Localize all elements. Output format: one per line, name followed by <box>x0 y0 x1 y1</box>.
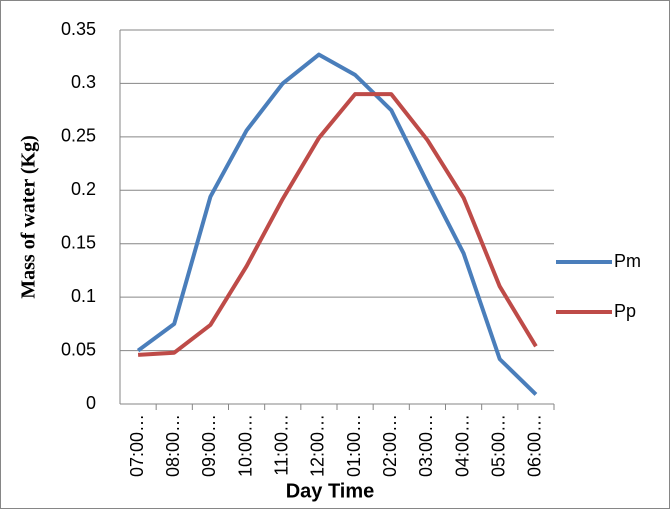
x-tick-label: 12:00… <box>308 414 328 477</box>
y-tick-label: 0.05 <box>61 339 96 359</box>
y-tick-label: 0.3 <box>71 72 96 92</box>
y-tick-label: 0.35 <box>61 19 96 39</box>
x-tick-label: 08:00… <box>163 414 183 477</box>
x-tick-label: 05:00… <box>489 414 509 477</box>
y-tick-label: 0.2 <box>71 179 96 199</box>
legend-label: Pm <box>614 251 641 271</box>
legend-label: Pp <box>614 301 636 321</box>
data-line <box>136 52 538 396</box>
y-axis-title: Mass of water (Kg) <box>18 135 40 298</box>
x-tick-label: 03:00… <box>416 414 436 477</box>
x-tick-label: 09:00… <box>199 414 219 477</box>
y-tick-label: 0.1 <box>71 286 96 306</box>
x-tick-label: 06:00… <box>525 414 545 477</box>
y-tick-label: 0.15 <box>61 232 96 252</box>
x-tick-label: 02:00… <box>380 414 400 477</box>
y-tick-label: 0 <box>86 393 96 413</box>
x-axis-title: Day Time <box>286 480 375 502</box>
y-tick-label: 0.25 <box>61 126 96 146</box>
x-tick-label: 10:00… <box>235 414 255 477</box>
x-tick-label: 07:00… <box>127 414 147 477</box>
x-tick-label: 04:00… <box>452 414 472 477</box>
data-line <box>137 92 538 357</box>
x-tick-label: 01:00… <box>344 414 364 477</box>
x-tick-label: 11:00… <box>272 414 292 476</box>
